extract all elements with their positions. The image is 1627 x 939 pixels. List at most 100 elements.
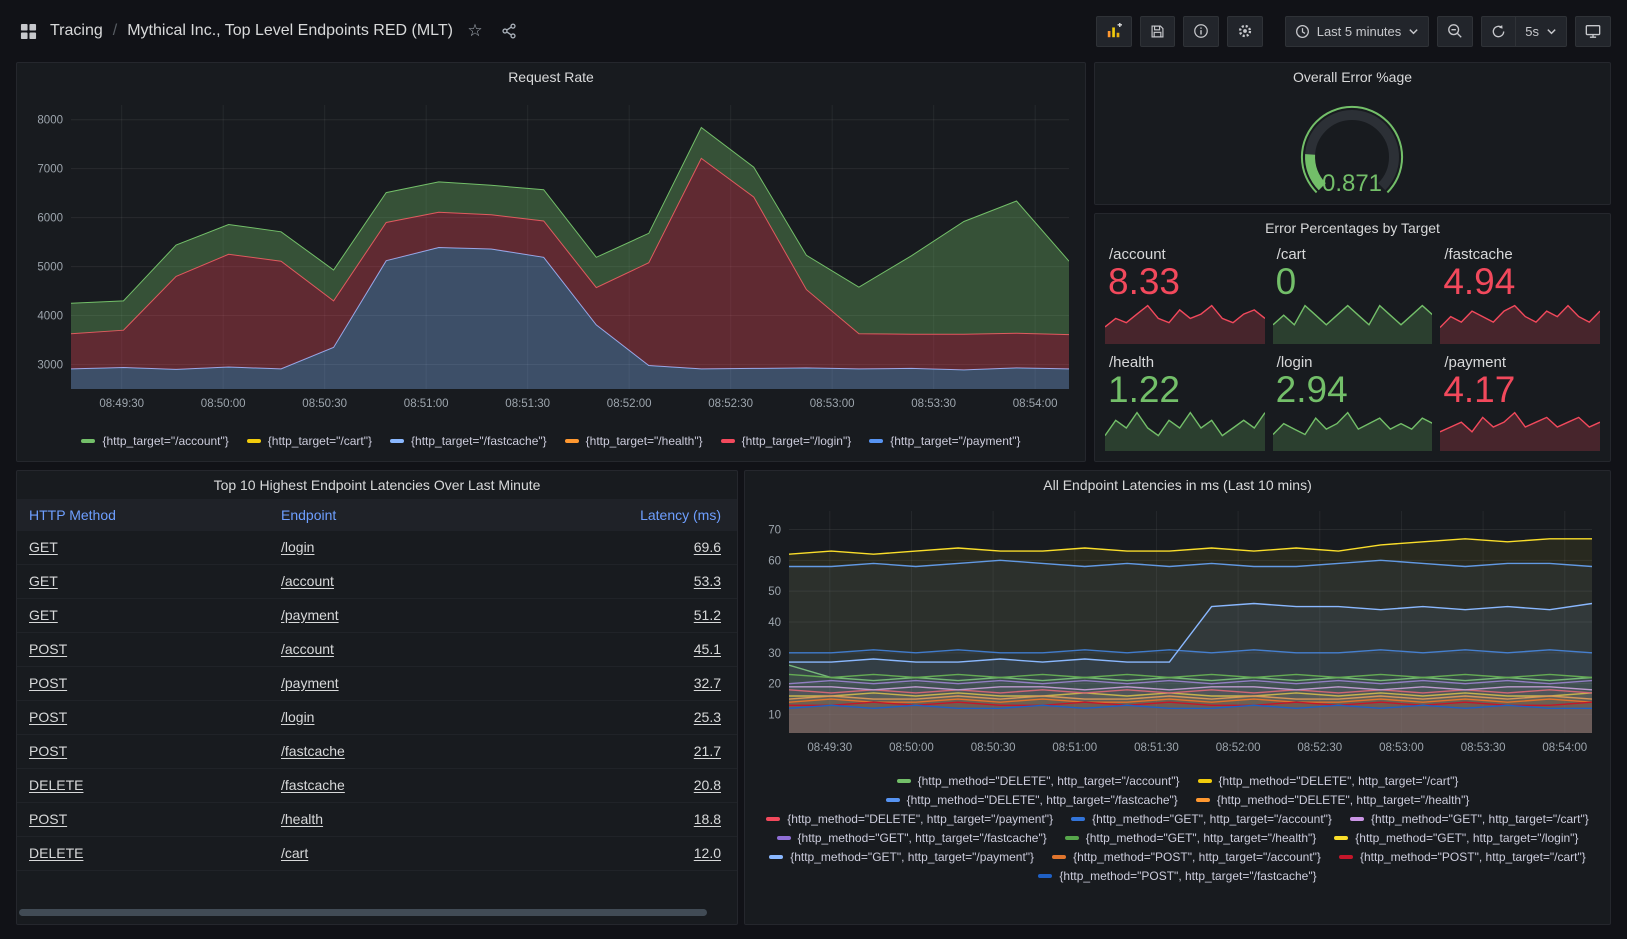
table-cell-link[interactable]: 21.7 [693,742,721,759]
table-cell-link[interactable]: 69.6 [693,538,721,555]
table-row[interactable]: DELETE/cart 12.0 [17,837,737,871]
legend-item[interactable]: {http_target="/login"} [720,434,851,448]
share-icon[interactable] [497,19,521,43]
table-row[interactable]: POST/fastcache 21.7 [17,735,737,769]
panel-title[interactable]: Top 10 Highest Endpoint Latencies Over L… [213,477,541,493]
table-cell-link[interactable]: /account [281,640,334,657]
table-row[interactable]: POST/payment 32.7 [17,667,737,701]
table-cell-link[interactable]: GET [29,538,58,555]
table-cell-link[interactable]: POST [29,810,68,827]
table-row[interactable]: POST/account 45.1 [17,633,737,667]
table-cell-link[interactable]: /account [281,572,334,589]
table-cell-link[interactable]: POST [29,708,68,725]
table-cell-link[interactable]: /payment [281,606,339,623]
svg-text:08:50:30: 08:50:30 [302,398,347,410]
stat-target-label: /fastcache [1444,246,1513,263]
panel-title[interactable]: All Endpoint Latencies in ms (Last 10 mi… [1043,477,1312,493]
table-cell-link[interactable]: 25.3 [693,708,721,725]
series-label: {http_method="GET", http_target="/accoun… [1092,812,1332,826]
table-cell-link[interactable]: 20.8 [693,776,721,793]
horizontal-scrollbar[interactable] [19,909,707,916]
svg-text:3000: 3000 [37,360,63,372]
table-cell-link[interactable]: GET [29,606,58,623]
star-icon[interactable]: ☆ [467,21,483,40]
legend-item[interactable]: {http_method="GET", http_target="/health… [1064,831,1316,845]
table-body: GET/login 69.6 GET/account 53.3 GET/payment 5… [17,531,737,871]
request-rate-chart[interactable]: 3000 4000 5000 6000 7000 8000 08:49:30 08:50:00… [17,91,1085,427]
apps-grid-icon[interactable] [16,19,40,43]
table-cell-link[interactable]: 53.3 [693,572,721,589]
legend-item[interactable]: {http_target="/health"} [564,434,703,448]
table-cell-link[interactable]: GET [29,572,58,589]
table-row[interactable]: POST/health 18.8 [17,803,737,837]
tv-mode-button[interactable] [1575,15,1611,47]
table-row[interactable]: POST/login 25.3 [17,701,737,735]
table-cell-link[interactable]: /health [281,810,324,827]
legend-item[interactable]: {http_method="POST", http_target="/accou… [1052,850,1321,864]
stat-value: 8.33 [1108,261,1181,302]
save-dashboard-button[interactable] [1139,15,1175,47]
legend-item[interactable]: {http_target="/cart"} [246,434,372,448]
svg-text:08:50:00: 08:50:00 [889,742,934,754]
legend-item[interactable]: {http_target="/fastcache"} [390,434,547,448]
svg-text:60: 60 [768,555,781,567]
column-header-latency[interactable]: Latency (ms) [640,507,721,523]
all-latencies-chart[interactable]: 10 20 30 40 50 60 70 08:49:30 08:50:00 08:50:30 08… [745,499,1610,767]
add-panel-button[interactable] [1095,15,1132,47]
table-cell-link[interactable]: POST [29,674,68,691]
table-cell: POST [17,743,269,761]
panel-title[interactable]: Request Rate [508,69,594,85]
table-cell-link[interactable]: 18.8 [693,810,721,827]
legend-item[interactable]: {http_method="DELETE", http_target="/hea… [1195,793,1469,807]
table-row[interactable]: DELETE/fastcache 20.8 [17,769,737,803]
error-stat-cell: /account 8.33 [1105,244,1265,344]
table-cell-link[interactable]: /cart [281,844,309,861]
table-cell-link[interactable]: /login [281,538,315,555]
table-cell: 18.8 [501,811,737,829]
table-cell-link[interactable]: /fastcache [281,742,345,759]
table-row[interactable]: GET/payment 51.2 [17,599,737,633]
table-cell-link[interactable]: 51.2 [693,606,721,623]
legend-item[interactable]: {http_method="GET", http_target="/fastca… [776,831,1047,845]
refresh-button[interactable] [1481,15,1516,47]
legend-item[interactable]: {http_target="/payment"} [869,434,1021,448]
table-cell-link[interactable]: DELETE [29,844,84,861]
legend-item[interactable]: {http_method="POST", http_target="/cart"… [1338,850,1586,864]
table-cell: /fastcache [269,743,501,761]
top-nav-bar: Tracing / Mythical Inc., Top Level Endpo… [0,0,1627,62]
legend-item[interactable]: {http_target="/account"} [81,434,229,448]
time-range-picker[interactable]: Last 5 minutes [1284,15,1430,47]
refresh-interval-picker[interactable]: 5s [1515,15,1567,47]
legend-item[interactable]: {http_method="POST", http_target="/fastc… [1038,869,1317,883]
table-cell-link[interactable]: 12.0 [693,844,721,861]
legend-item[interactable]: {http_method="GET", http_target="/paymen… [769,850,1034,864]
column-header-endpoint[interactable]: Endpoint [281,507,337,523]
table-cell-link[interactable]: DELETE [29,776,84,793]
zoom-out-button[interactable] [1437,15,1474,47]
table-cell-link[interactable]: 32.7 [693,674,721,691]
table-cell-link[interactable]: POST [29,742,68,759]
legend-item[interactable]: {http_method="DELETE", http_target="/car… [1197,774,1458,788]
legend-item[interactable]: {http_method="GET", http_target="/cart"} [1349,812,1589,826]
legend-item[interactable]: {http_method="DELETE", http_target="/fas… [885,793,1178,807]
table-cell-link[interactable]: /fastcache [281,776,345,793]
table-cell-link[interactable]: /login [281,708,315,725]
legend-item[interactable]: {http_method="GET", http_target="/login"… [1334,831,1578,845]
stat-sparkline [1440,411,1600,451]
table-row[interactable]: GET/account 53.3 [17,565,737,599]
table-row[interactable]: GET/login 69.6 [17,531,737,565]
breadcrumb-section[interactable]: Tracing [50,22,103,39]
panel-title[interactable]: Overall Error %age [1292,69,1413,85]
table-cell-link[interactable]: /payment [281,674,339,691]
legend-item[interactable]: {http_method="DELETE", http_target="/pay… [766,812,1053,826]
dashboard-settings-button[interactable] [1226,15,1263,47]
table-cell-link[interactable]: 45.1 [693,640,721,657]
table-cell-link[interactable]: POST [29,640,68,657]
legend-item[interactable]: {http_method="GET", http_target="/accoun… [1071,812,1332,826]
column-header-http-method[interactable]: HTTP Method [29,507,116,523]
stat-value: 4.17 [1443,368,1516,410]
legend-item[interactable]: {http_method="DELETE", http_target="/acc… [896,774,1180,788]
dashboard-info-button[interactable] [1182,15,1219,47]
stat-sparkline [1272,303,1433,344]
panel-title[interactable]: Error Percentages by Target [1265,220,1440,236]
